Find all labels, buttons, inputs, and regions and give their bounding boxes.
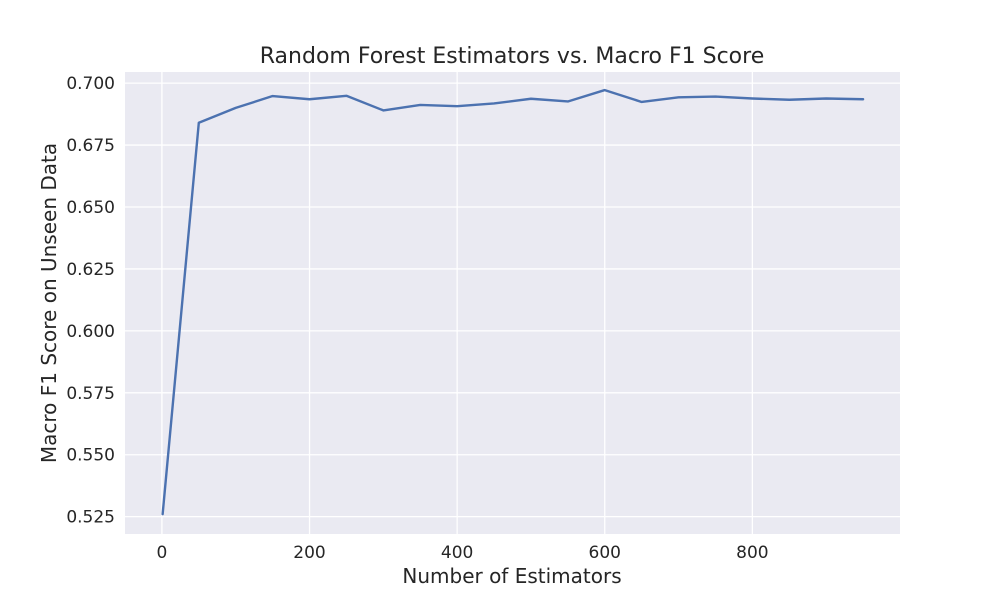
grid-lines [125, 72, 900, 534]
series-layer [161, 88, 865, 516]
data-point [492, 101, 496, 105]
x-tick-label: 0 [156, 543, 167, 563]
y-tick-label: 0.675 [66, 136, 115, 156]
data-point [713, 95, 717, 99]
data-point [787, 98, 791, 102]
x-tick-label: 200 [293, 543, 325, 563]
x-tick-labels: 0 200 400 600 800 [156, 543, 768, 563]
y-tick-label: 0.525 [66, 508, 115, 528]
data-point [640, 100, 644, 104]
data-point [750, 97, 754, 101]
data-point [455, 104, 459, 108]
y-tick-labels: 0.525 0.550 0.575 0.600 0.625 0.650 0.675 0.700 [66, 74, 115, 528]
data-point [677, 95, 681, 99]
x-tick-label: 800 [736, 543, 768, 563]
data-point [418, 103, 422, 107]
y-tick-label: 0.650 [66, 198, 115, 218]
data-point [344, 94, 348, 98]
data-point [234, 106, 238, 110]
data-point [529, 97, 533, 101]
data-point [824, 97, 828, 101]
y-tick-label: 0.600 [66, 322, 115, 342]
data-point [861, 97, 865, 101]
plot-area [125, 72, 900, 534]
chart-title: Random Forest Estimators vs. Macro F1 Sc… [260, 44, 765, 69]
data-point [308, 97, 312, 101]
y-tick-label: 0.625 [66, 260, 115, 280]
data-point [566, 99, 570, 103]
data-point [161, 512, 165, 516]
data-point [381, 108, 385, 112]
y-axis-label: Macro F1 Score on Unseen Data [37, 143, 61, 463]
data-point [603, 88, 607, 92]
y-tick-label: 0.700 [66, 74, 115, 94]
y-tick-label: 0.575 [66, 384, 115, 404]
data-point [197, 121, 201, 125]
x-axis-label: Number of Estimators [402, 564, 621, 588]
data-point [271, 94, 275, 98]
series-line [161, 88, 865, 516]
y-tick-label: 0.550 [66, 446, 115, 466]
x-tick-label: 400 [441, 543, 473, 563]
x-tick-label: 600 [589, 543, 621, 563]
